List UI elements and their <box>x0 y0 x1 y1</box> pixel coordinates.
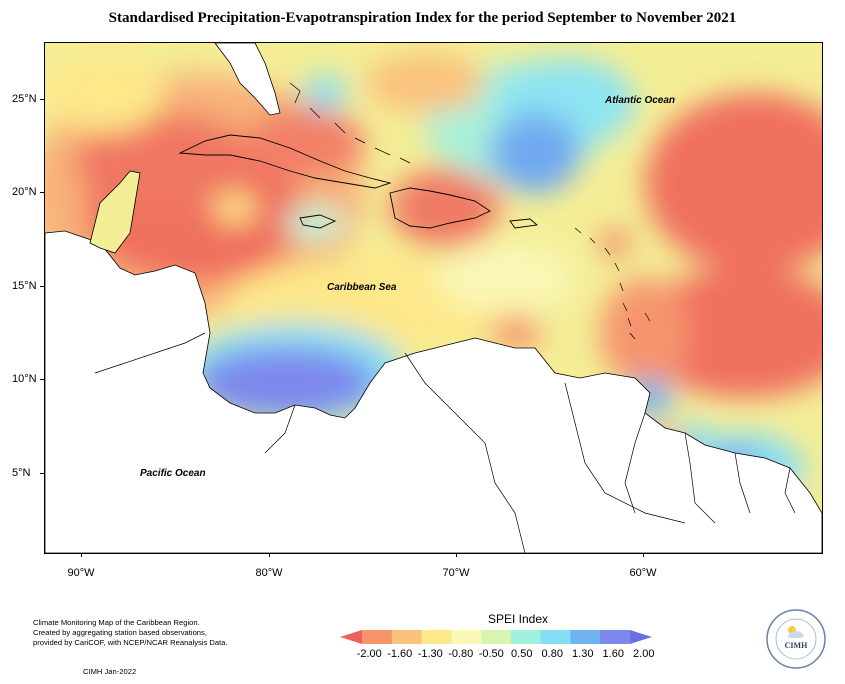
lat-label-5n: 5°N <box>12 467 31 479</box>
lat-label-25n: 25°N <box>12 93 37 105</box>
legend-swatch <box>421 630 452 644</box>
lon-label-70w: 70°W <box>442 567 470 579</box>
lat-label-15n: 15°N <box>12 280 37 292</box>
legend-labels: -2.00 -1.60 -1.30 -0.80 -0.50 0.50 0.80 1.30 1.6… <box>354 648 659 660</box>
cuba <box>178 134 392 189</box>
lesser-antilles <box>574 227 651 340</box>
legend-arrow-right <box>630 630 652 644</box>
country-borders <box>94 332 796 553</box>
legend-swatch <box>391 630 423 644</box>
spei-map: Atlantic Ocean Caribbean Sea Pacific Oce… <box>44 42 823 554</box>
credit-line: Climate Monitoring Map of the Caribbean … <box>33 618 200 627</box>
legend-swatch <box>451 630 482 644</box>
hispaniola <box>389 187 491 229</box>
legend-value: -0.80 <box>448 648 474 660</box>
lat-tick <box>40 379 44 380</box>
legend-value: 1.60 <box>602 648 624 660</box>
lon-tick <box>643 553 644 557</box>
lat-tick <box>40 286 44 287</box>
legend-title: SPEI Index <box>487 612 549 626</box>
lat-tick <box>40 192 44 193</box>
atlantic-ocean-label: Atlantic Ocean <box>604 95 675 106</box>
jamaica <box>299 214 337 229</box>
lon-label-80w: 80°W <box>255 567 283 579</box>
lon-tick <box>456 553 457 557</box>
legend-swatch <box>540 630 571 644</box>
spei-field <box>45 53 822 538</box>
lon-label-90w: 90°W <box>67 567 95 579</box>
credits-text: Climate Monitoring Map of the Caribbean … <box>33 618 253 648</box>
lat-tick <box>40 473 44 474</box>
legend-value: 0.80 <box>541 648 563 660</box>
legend-colorbar <box>340 630 652 644</box>
florida <box>214 43 281 116</box>
caribbean-sea-label: Caribbean Sea <box>327 282 397 293</box>
legend-swatch <box>600 630 631 644</box>
legend-swatch <box>362 630 393 644</box>
legend-value: -1.60 <box>387 648 413 660</box>
map-title: Standardised Precipitation-Evapotranspir… <box>108 10 737 26</box>
lon-tick <box>81 553 82 557</box>
cloud-icon <box>787 631 804 638</box>
legend-value: -2.00 <box>356 648 382 660</box>
legend-value: 1.30 <box>572 648 594 660</box>
credit-line: Created by aggregating station based obs… <box>33 628 207 637</box>
legend-value: 0.50 <box>511 648 533 660</box>
cimh-logo: CIMH <box>766 609 826 669</box>
lon-tick <box>269 553 270 557</box>
credit-date: CIMH Jan-2022 <box>83 667 137 676</box>
pacific-ocean-label: Pacific Ocean <box>140 468 206 479</box>
lon-label-60w: 60°W <box>629 567 657 579</box>
lat-label-10n: 10°N <box>12 373 37 385</box>
bahamas <box>289 82 411 164</box>
legend-value: 2.00 <box>633 648 655 660</box>
credit-line: provided by CariCOF, with NCEP/NCAR Rean… <box>33 638 228 647</box>
logo-text: CIMH <box>785 641 808 650</box>
legend-value: -1.30 <box>417 648 443 660</box>
lat-label-20n: 20°N <box>12 186 37 198</box>
legend-swatch <box>570 630 601 644</box>
puerto-rico <box>509 218 539 229</box>
legend-arrow-left <box>340 630 362 644</box>
legend-value: -0.50 <box>478 648 504 660</box>
legend-swatch <box>481 630 512 644</box>
lat-tick <box>40 99 44 100</box>
spei-map-canvas: Atlantic Ocean Caribbean Sea Pacific Oce… <box>45 43 822 553</box>
legend-swatch <box>510 630 542 644</box>
